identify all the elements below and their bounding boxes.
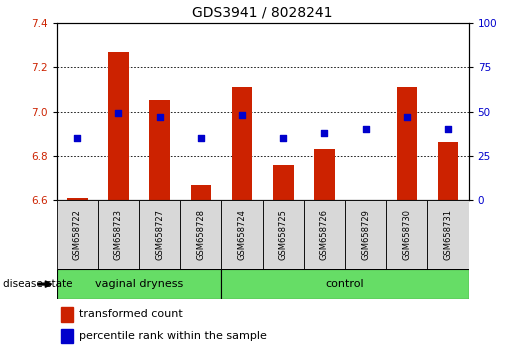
Bar: [98, 200, 139, 269]
Bar: [304, 200, 345, 269]
Text: GSM658723: GSM658723: [114, 209, 123, 260]
Bar: [314, 149, 335, 200]
Text: GSM658727: GSM658727: [155, 209, 164, 260]
Text: percentile rank within the sample: percentile rank within the sample: [79, 331, 267, 341]
Point: [279, 135, 287, 141]
Bar: [273, 165, 294, 200]
Text: GSM658729: GSM658729: [361, 209, 370, 260]
Bar: [263, 200, 304, 269]
Bar: [345, 200, 386, 269]
Point: [362, 126, 370, 132]
Bar: [57, 269, 221, 299]
Text: control: control: [326, 279, 365, 289]
Point: [73, 135, 81, 141]
Point: [156, 114, 164, 120]
Bar: [221, 269, 469, 299]
Text: disease state: disease state: [3, 279, 72, 289]
Bar: [438, 142, 458, 200]
Bar: [397, 87, 417, 200]
Text: GSM658724: GSM658724: [237, 209, 247, 260]
Bar: [67, 198, 88, 200]
Bar: [61, 329, 73, 343]
Point: [197, 135, 205, 141]
Point: [444, 126, 452, 132]
Bar: [221, 200, 263, 269]
Text: transformed count: transformed count: [79, 309, 183, 319]
Point: [320, 130, 329, 136]
Text: GSM658731: GSM658731: [443, 209, 453, 260]
Bar: [191, 184, 211, 200]
Text: vaginal dryness: vaginal dryness: [95, 279, 183, 289]
Bar: [427, 200, 469, 269]
Text: GSM658730: GSM658730: [402, 209, 411, 260]
Bar: [57, 200, 98, 269]
Bar: [61, 307, 73, 321]
Bar: [108, 52, 129, 200]
Text: GSM658722: GSM658722: [73, 209, 82, 260]
Text: GSM658725: GSM658725: [279, 209, 288, 260]
Text: GSM658726: GSM658726: [320, 209, 329, 260]
Bar: [232, 87, 252, 200]
Bar: [149, 101, 170, 200]
Point: [238, 112, 246, 118]
Bar: [386, 200, 427, 269]
Title: GDS3941 / 8028241: GDS3941 / 8028241: [193, 5, 333, 19]
Bar: [180, 200, 221, 269]
Point: [403, 114, 411, 120]
Point: [114, 110, 123, 116]
Bar: [139, 200, 180, 269]
Text: GSM658728: GSM658728: [196, 209, 205, 260]
